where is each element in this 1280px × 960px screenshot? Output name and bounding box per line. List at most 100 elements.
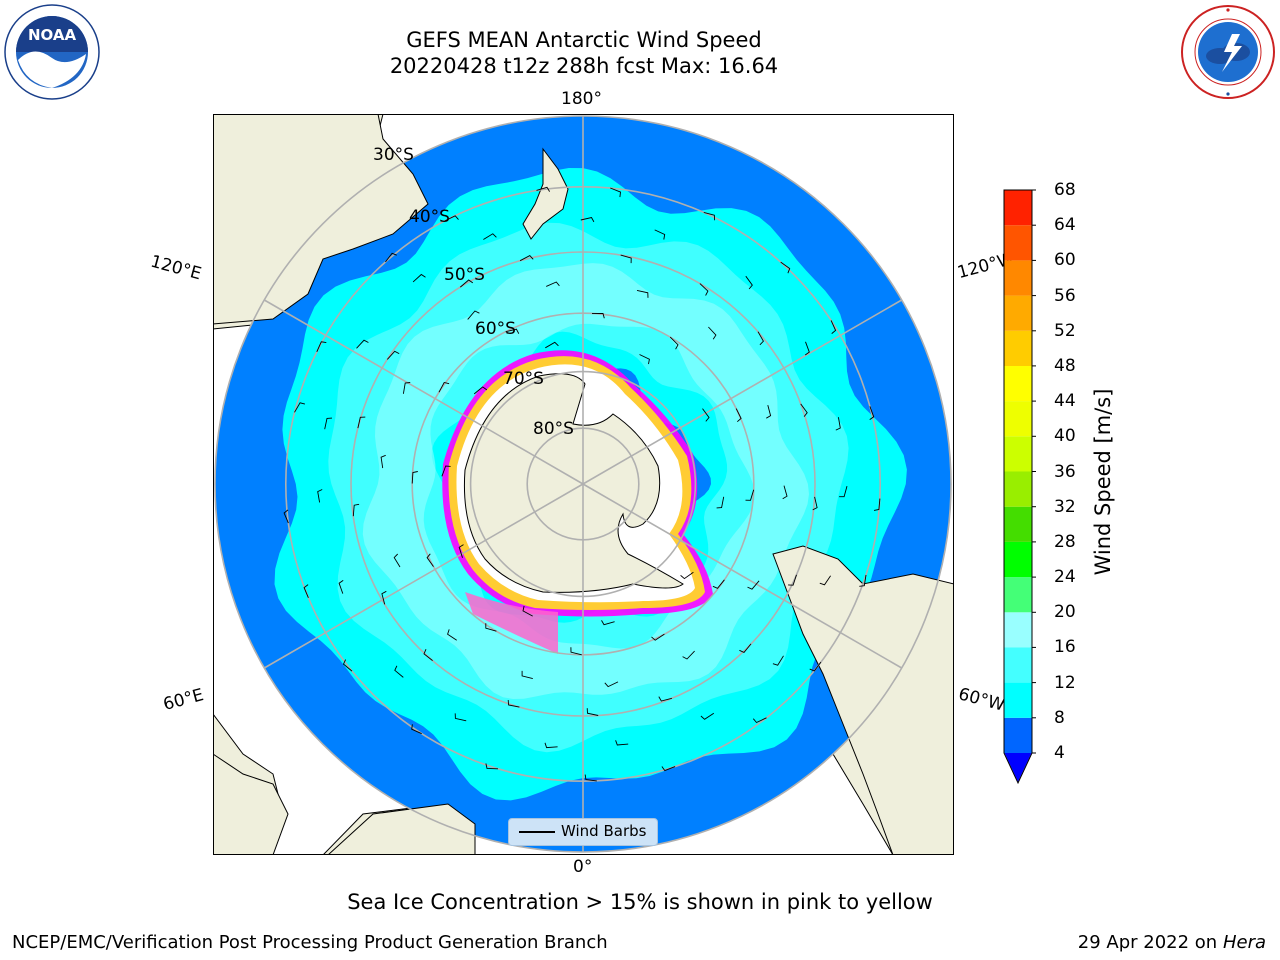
meridian-60 [263,511,536,669]
meridian-inner-120 [534,455,584,485]
wind-barb [654,229,666,240]
colorbar [1000,186,1036,786]
wind-barb [445,215,459,222]
wind-barb [485,623,497,632]
wind-barb [800,403,808,417]
wind-barb [584,774,597,782]
africa-tip [214,754,289,854]
wind-barb [402,382,411,394]
wind-barb [423,649,433,661]
chart-subtitle: 20220428 t12z 288h fcst Max: 16.64 [389,54,779,78]
colorbar-segment [1004,365,1032,402]
lat-label: 30°S [373,145,414,165]
wind-barb [386,350,400,360]
wind-barb [699,283,709,296]
noaa-logo-text: NOAA [28,26,77,44]
wind-barb [460,279,474,288]
graticule [214,115,952,853]
wind-barb [316,341,327,352]
wind-barb [819,575,831,586]
colorbar-segment [1004,647,1032,683]
wind-barb [812,496,818,511]
meridian-300 [630,511,903,669]
lon-label-0: 0° [573,857,593,877]
wind-barb [716,496,725,509]
lon-label-120e: 120°E [148,251,204,285]
wind-barb [780,261,791,274]
wind-barb [680,571,694,580]
footer-date-text: 29 Apr 2022 on [1077,932,1223,953]
lon-label-60e: 60°E [161,685,206,715]
wind-barb [544,742,558,749]
colorbar-tick-label: 40 [1054,426,1076,447]
wind-barb [745,489,755,501]
latitude-labels: 30°S 40°S 50°S 60°S 70°S 80°S [373,145,574,439]
wind-barb [620,254,632,264]
wind-barb [522,605,533,617]
colorbar-tick-label: 20 [1054,602,1076,623]
wind-barb [411,471,418,484]
colorbar-tick-label: 64 [1054,215,1076,236]
colorbar-tick-label: 48 [1054,355,1076,376]
colorbar-segment [1004,225,1032,261]
wind-barb [661,766,676,772]
wind-barb [521,670,533,680]
wind-barb [380,454,386,469]
colorbar-tick-label: 60 [1054,250,1076,271]
wind-barb [412,273,426,283]
colorbar-outline [1003,189,1033,785]
wind-barb [454,713,467,722]
wind-barb [458,544,464,558]
wind-barb [411,724,422,735]
lat-label: 80°S [533,419,574,439]
wind-barb [483,233,497,240]
wind-barb [615,740,629,746]
wind-barb [703,211,715,221]
colorbar-tick-label: 68 [1054,180,1076,200]
wind-barb [536,186,550,192]
colorbar-tick-label: 44 [1054,391,1076,412]
wind-barb [356,339,369,349]
meridian-inner-240 [582,455,632,485]
wind-barb [830,320,837,334]
wind-barb [545,341,559,349]
wind-barb [394,665,404,678]
wind-barb [859,574,867,587]
wind-barb [739,643,752,653]
colorbar-tick-label: 24 [1054,567,1076,588]
colorbar-segment [1004,401,1032,437]
colorbar-tick-label: 56 [1054,285,1076,306]
wind-barb [519,255,534,262]
wind-barb [441,465,451,477]
wind-barb [586,708,599,716]
colorbar-segment [1004,541,1032,578]
wind-barb [752,717,767,724]
lat-label: 40°S [409,207,450,227]
footer-date: 29 Apr 2022 on Hera [1078,932,1266,953]
lon-label-180: 180° [561,89,602,109]
australia [214,115,429,325]
wind-barb [636,289,649,298]
new-zealand [522,147,569,240]
colorbar-segment [1004,190,1032,226]
wind-barb [782,485,788,500]
colorbar-tick-label: 4 [1054,743,1065,763]
wind-barb [682,650,695,660]
colorbar-underflow-triangle [1004,753,1032,782]
wind-barb [338,580,344,594]
wind-barb [352,503,360,517]
colorbar-tick-label: 8 [1054,707,1065,728]
wind-barb [651,633,665,641]
wind-barb [303,584,309,598]
meridian-inner-300 [582,483,632,513]
colorbar-segment [1004,717,1032,753]
colorbar-segment [1004,471,1032,507]
chart-title: GEFS MEAN Antarctic Wind Speed [406,28,762,52]
wind-barb [869,406,875,420]
wind-barb [485,763,499,770]
meridian-120 [263,299,536,457]
wind-barb [702,408,710,422]
wind-barb [712,579,725,589]
colorbar-tick-label: 36 [1054,461,1076,482]
meridian-240 [630,299,903,457]
